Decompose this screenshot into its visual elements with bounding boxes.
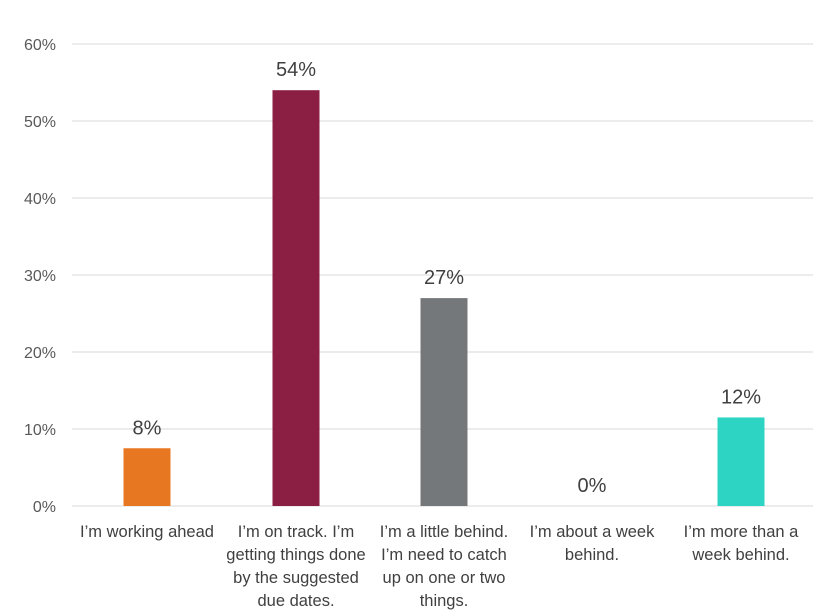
y-tick-label: 40%: [24, 191, 56, 208]
bar: [717, 417, 765, 506]
category-label-line: I’m on track. I’m: [238, 523, 354, 541]
category-label-line: getting things done: [226, 546, 365, 564]
data-label: 54%: [276, 59, 316, 81]
category-label: I’m more than a week behind.: [684, 523, 799, 564]
category-label-line: due dates.: [257, 592, 334, 610]
data-label: 8%: [133, 417, 162, 439]
category-label-line: week behind.: [691, 546, 789, 564]
y-tick-label: 20%: [24, 345, 56, 362]
category-label-line: things.: [420, 592, 469, 610]
category-label: I’m working ahead: [80, 523, 214, 541]
data-label: 27%: [424, 267, 464, 289]
category-label-line: I’m more than a: [684, 523, 799, 541]
bar: [123, 448, 171, 506]
data-label: 0%: [578, 475, 607, 497]
category-label-line: I’m working ahead: [80, 523, 214, 541]
category-label-line: by the suggested: [233, 569, 359, 587]
category-label: I’m about a week behind.: [530, 523, 655, 564]
category-label-line: up on one or two: [383, 569, 506, 587]
y-tick-label: 50%: [24, 114, 56, 131]
category-label: I’m a little behind. I’m need to catch up …: [380, 523, 508, 610]
bar: [272, 90, 320, 506]
category-label-line: I’m need to catch: [381, 546, 507, 564]
category-label: I’m on track. I’m getting things done by t…: [226, 523, 365, 610]
category-label-line: I’m a little behind.: [380, 523, 508, 541]
category-label-line: I’m about a week: [530, 523, 655, 541]
y-tick-label: 0%: [33, 499, 56, 516]
y-tick-label: 10%: [24, 422, 56, 439]
category-label-line: behind.: [565, 546, 619, 564]
bar: [420, 298, 468, 506]
y-tick-label: 30%: [24, 268, 56, 285]
y-tick-label: 60%: [24, 37, 56, 54]
data-label: 12%: [721, 386, 761, 408]
